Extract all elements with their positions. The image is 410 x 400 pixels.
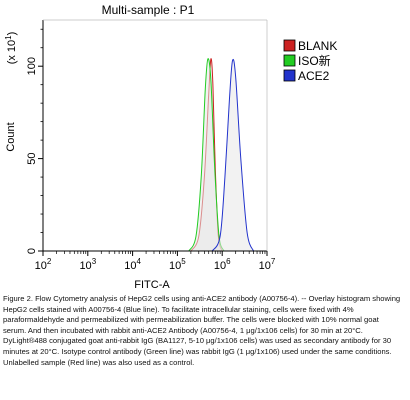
y-multiplier-suffix: ) xyxy=(6,32,18,36)
chart-title: Multi-sample : P1 xyxy=(102,3,195,17)
legend-label-ace2: ACE2 xyxy=(298,69,330,83)
x-tick-label: 105 xyxy=(169,257,186,272)
figure-caption: Figure 2. Flow Cytometry analysis of Hep… xyxy=(3,294,403,368)
x-tick-label: 103 xyxy=(79,257,96,272)
histogram-fill-iso xyxy=(188,58,225,251)
histogram-line-ace2 xyxy=(211,58,254,252)
y-tick-label: 50 xyxy=(26,152,38,164)
y-multiplier-exponent: 1 xyxy=(4,35,13,40)
x-axis-title: FITC-A xyxy=(134,279,170,291)
y-tick-label: 100 xyxy=(26,57,38,75)
histogram-fill-ace2 xyxy=(212,59,254,251)
legend-swatch-blank xyxy=(283,39,296,52)
x-tick-label: 106 xyxy=(214,257,231,272)
legend-label-blank: BLANK xyxy=(298,39,337,53)
legend-swatch-iso xyxy=(283,54,296,67)
x-tick-label: 104 xyxy=(124,257,141,272)
axes: 0 50 100 102 103 104 105 106 107 xyxy=(26,19,276,272)
y-multiplier-prefix: (x 10 xyxy=(6,40,18,64)
y-multiplier-label: (x 101) xyxy=(4,32,18,65)
plot-area xyxy=(188,58,254,252)
legend: BLANK ISO新 ACE2 xyxy=(283,39,337,83)
caption-text: Figure 2. Flow Cytometry analysis of Hep… xyxy=(3,294,401,367)
y-axis-title: Count xyxy=(5,122,17,151)
legend-label-iso: ISO新 xyxy=(298,53,331,68)
x-tick-label: 102 xyxy=(35,257,52,272)
x-tick-label: 107 xyxy=(259,257,276,272)
legend-swatch-ace2 xyxy=(283,69,296,82)
histogram-line-iso xyxy=(188,58,225,252)
y-tick-label: 0 xyxy=(26,248,38,254)
